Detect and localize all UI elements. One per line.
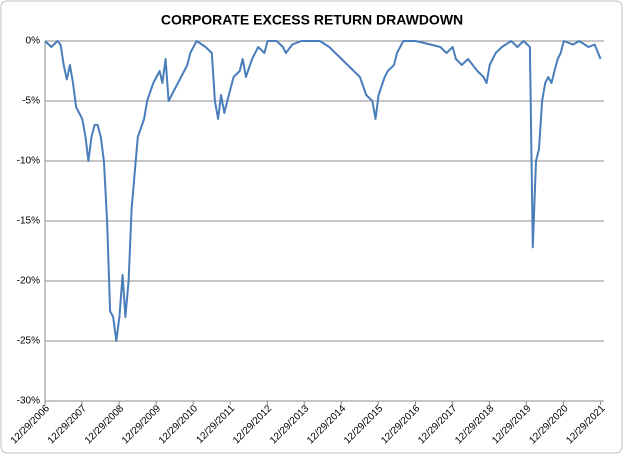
series-line xyxy=(44,40,602,342)
y-tick-label: -30% xyxy=(17,396,40,407)
y-tick-label: -20% xyxy=(17,276,40,287)
y-tick-label: -10% xyxy=(17,156,40,167)
y-tick-label: 0% xyxy=(26,36,41,47)
chart-title: CORPORATE EXCESS RETURN DRAWDOWN xyxy=(161,12,463,28)
y-tick-label: -15% xyxy=(17,216,40,227)
y-tick-label: -5% xyxy=(22,96,40,107)
y-tick-label: -25% xyxy=(17,336,40,347)
